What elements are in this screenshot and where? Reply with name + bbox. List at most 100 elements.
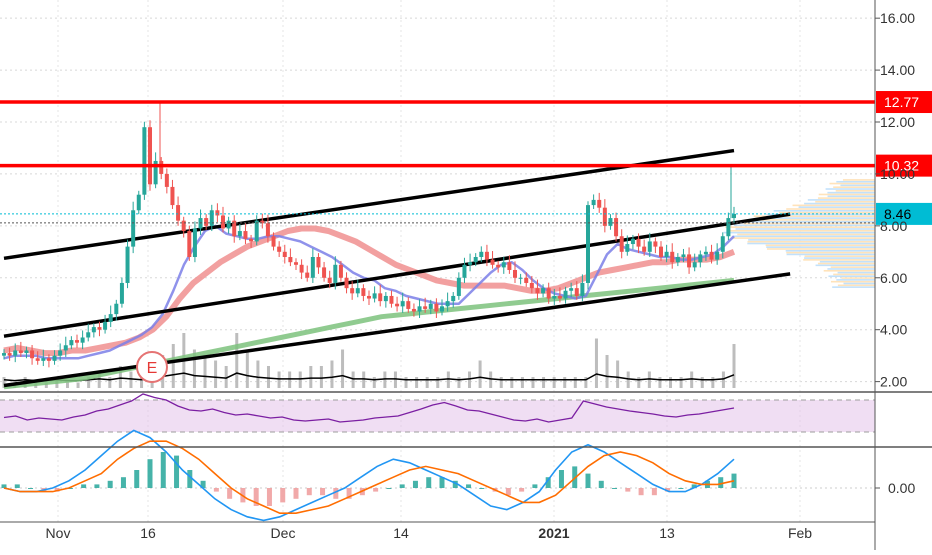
volume-bar [489,371,493,388]
volume-bar [446,371,450,388]
volume-profile-bar [823,269,875,272]
candle-body [350,288,355,294]
channel-line-lower[interactable] [3,272,791,388]
candle-body [142,127,147,195]
candle-body [30,350,35,359]
volume-profile-bar [737,233,875,236]
candle-body [69,340,74,346]
volume-bar [647,371,651,388]
volume-bar [330,360,334,388]
volume-bar [468,371,472,388]
macd-histogram-bar [386,488,392,489]
candle-body [97,327,102,330]
volume-bar [700,377,704,388]
volume-bar [214,360,218,388]
level-price-tag [876,154,932,177]
candle-body [518,277,523,279]
candle-body [86,332,91,338]
macd-histogram-bar [134,470,140,488]
y-tick-label: 12.00 [880,114,915,130]
macd-histogram-bar [678,488,684,489]
volume-bar [499,377,503,388]
volume-bar [552,377,556,388]
macd-histogram-bar [585,473,591,488]
volume-bar [690,371,694,388]
last-price-label: 8.46 [884,206,911,222]
volume-profile-bar [786,251,875,254]
volume-bar [415,377,419,388]
macd-histogram-bar [638,488,644,496]
volume-profile-bar [815,200,875,203]
candle-body [322,267,327,278]
resistance-levels[interactable]: 12.77 10.32 8.46 [0,91,932,225]
candle-body [131,210,136,247]
candle-body [80,337,85,343]
earnings-label: E [147,360,158,377]
candle-body [715,251,720,260]
candle-body [125,246,130,283]
candle-body [507,262,512,270]
grid-lines [0,0,875,522]
candle-body [411,308,416,312]
candle-body [271,236,276,247]
channel-line-upper[interactable] [3,148,735,261]
volume-bar [362,371,366,388]
candle-body [535,288,540,294]
candle-body [462,264,467,278]
channel-line-middle[interactable] [3,212,791,338]
volume-bar [309,366,313,388]
candle-body [170,186,175,206]
macd-histogram-bar [651,488,657,496]
volume-bar [520,377,524,388]
rsi-pane [0,393,875,433]
candle-body [361,288,366,296]
candle-body [619,236,624,252]
macd-histogram-bar [293,488,299,499]
y-tick-label: 6.00 [880,270,907,286]
candle-body [209,210,214,226]
channel-lines[interactable] [3,148,791,388]
volume-bar [584,377,588,388]
volume-profile-bar [743,222,875,225]
earnings-marker[interactable]: E [136,351,168,383]
x-tick-label: 13 [659,525,675,541]
macd-histogram-bar [94,484,100,488]
moving-averages [3,224,736,390]
volume-profile-bar [729,230,875,232]
candle-body [681,254,686,258]
candle-body [215,210,220,216]
volume-profile-bar [786,208,875,210]
volume-bar [129,371,133,388]
x-tick-label: 2021 [538,525,569,541]
candle-body [703,251,708,255]
volume-bar [658,377,662,388]
volume-profile-bar [747,242,875,245]
candle-body [176,205,181,221]
candle-body [288,257,293,263]
volume-bar [140,377,144,388]
volume-profile [723,179,875,288]
volume-profile-bar [766,248,875,250]
macd-histogram-bar [532,484,538,488]
volume-bar [436,377,440,388]
volume-profile-bar [827,268,875,270]
macd-histogram-bar [147,459,153,488]
volume-bar [192,349,196,388]
earnings-icon[interactable] [136,351,168,383]
volume-bar [383,371,387,388]
candle-body [423,306,428,309]
candle-body [7,353,12,356]
volume-bar [288,371,292,388]
volume-profile-bar [731,237,875,239]
candle-body [513,269,517,278]
candle-body [664,251,669,258]
macd-histogram-bar [346,488,352,499]
candle-body [237,231,242,237]
macd-histogram-bar [625,488,631,492]
candle-body [383,295,388,302]
volume-profile-bar [723,231,875,234]
volume-bar [711,377,715,388]
candle-body [434,303,439,312]
